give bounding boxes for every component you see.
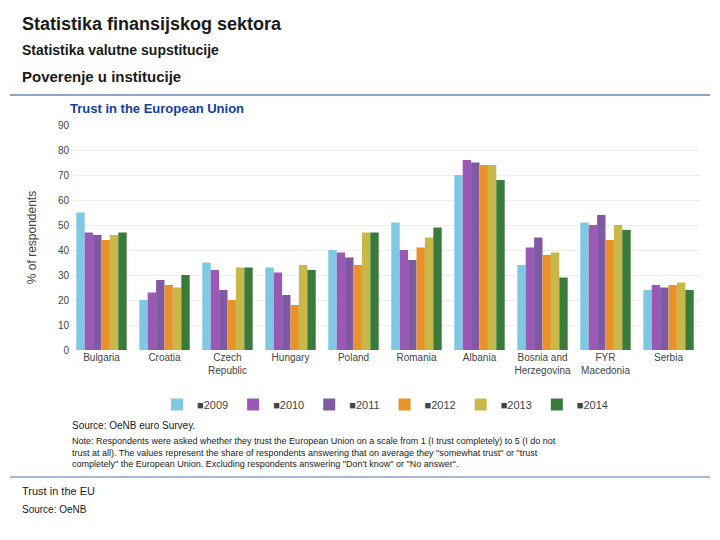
svg-text:Source: OeNB euro Survey.: Source: OeNB euro Survey. (72, 420, 195, 431)
svg-text:Serbia: Serbia (654, 352, 683, 363)
svg-text:Note: Respondents were asked w: Note: Respondents were asked whether the… (72, 436, 556, 469)
svg-text:FYRMacedonia: FYRMacedonia (581, 352, 630, 376)
svg-text:Croatia: Croatia (148, 352, 181, 363)
svg-text:■2011: ■2011 (349, 399, 379, 411)
svg-text:■2010: ■2010 (273, 399, 304, 411)
svg-text:30: 30 (58, 270, 70, 281)
svg-text:50: 50 (58, 220, 70, 231)
svg-text:■2012: ■2012 (425, 399, 456, 411)
svg-text:Statistika finansijskog sektor: Statistika finansijskog sektora (22, 14, 282, 34)
svg-text:■2014: ■2014 (577, 399, 608, 411)
svg-text:10: 10 (58, 320, 70, 331)
svg-text:40: 40 (58, 245, 70, 256)
svg-text:Albania: Albania (463, 352, 497, 363)
svg-text:0: 0 (63, 345, 69, 356)
svg-text:% of respondents: % of respondents (25, 191, 39, 284)
svg-text:■2013: ■2013 (501, 399, 532, 411)
svg-text:Romania: Romania (396, 352, 436, 363)
svg-text:20: 20 (58, 295, 70, 306)
svg-text:80: 80 (58, 145, 70, 156)
svg-text:Hungary: Hungary (272, 352, 310, 363)
svg-text:Poland: Poland (338, 352, 369, 363)
svg-text:■2009: ■2009 (197, 399, 228, 411)
svg-text:Trust in the EU: Trust in the EU (22, 485, 95, 497)
svg-text:90: 90 (58, 120, 70, 131)
svg-text:Statistika valutne supstitucij: Statistika valutne supstitucije (22, 42, 219, 58)
svg-text:70: 70 (58, 170, 70, 181)
svg-text:Poverenje u institucije: Poverenje u institucije (22, 68, 181, 85)
svg-text:CzechRepublic: CzechRepublic (208, 352, 247, 376)
svg-text:Source: OeNB: Source: OeNB (22, 504, 87, 515)
svg-text:Bulgaria: Bulgaria (83, 352, 120, 363)
svg-text:60: 60 (58, 195, 70, 206)
svg-text:Bosnia andHerzegovina: Bosnia andHerzegovina (514, 352, 571, 376)
svg-text:Trust in the European Union: Trust in the European Union (70, 101, 244, 116)
